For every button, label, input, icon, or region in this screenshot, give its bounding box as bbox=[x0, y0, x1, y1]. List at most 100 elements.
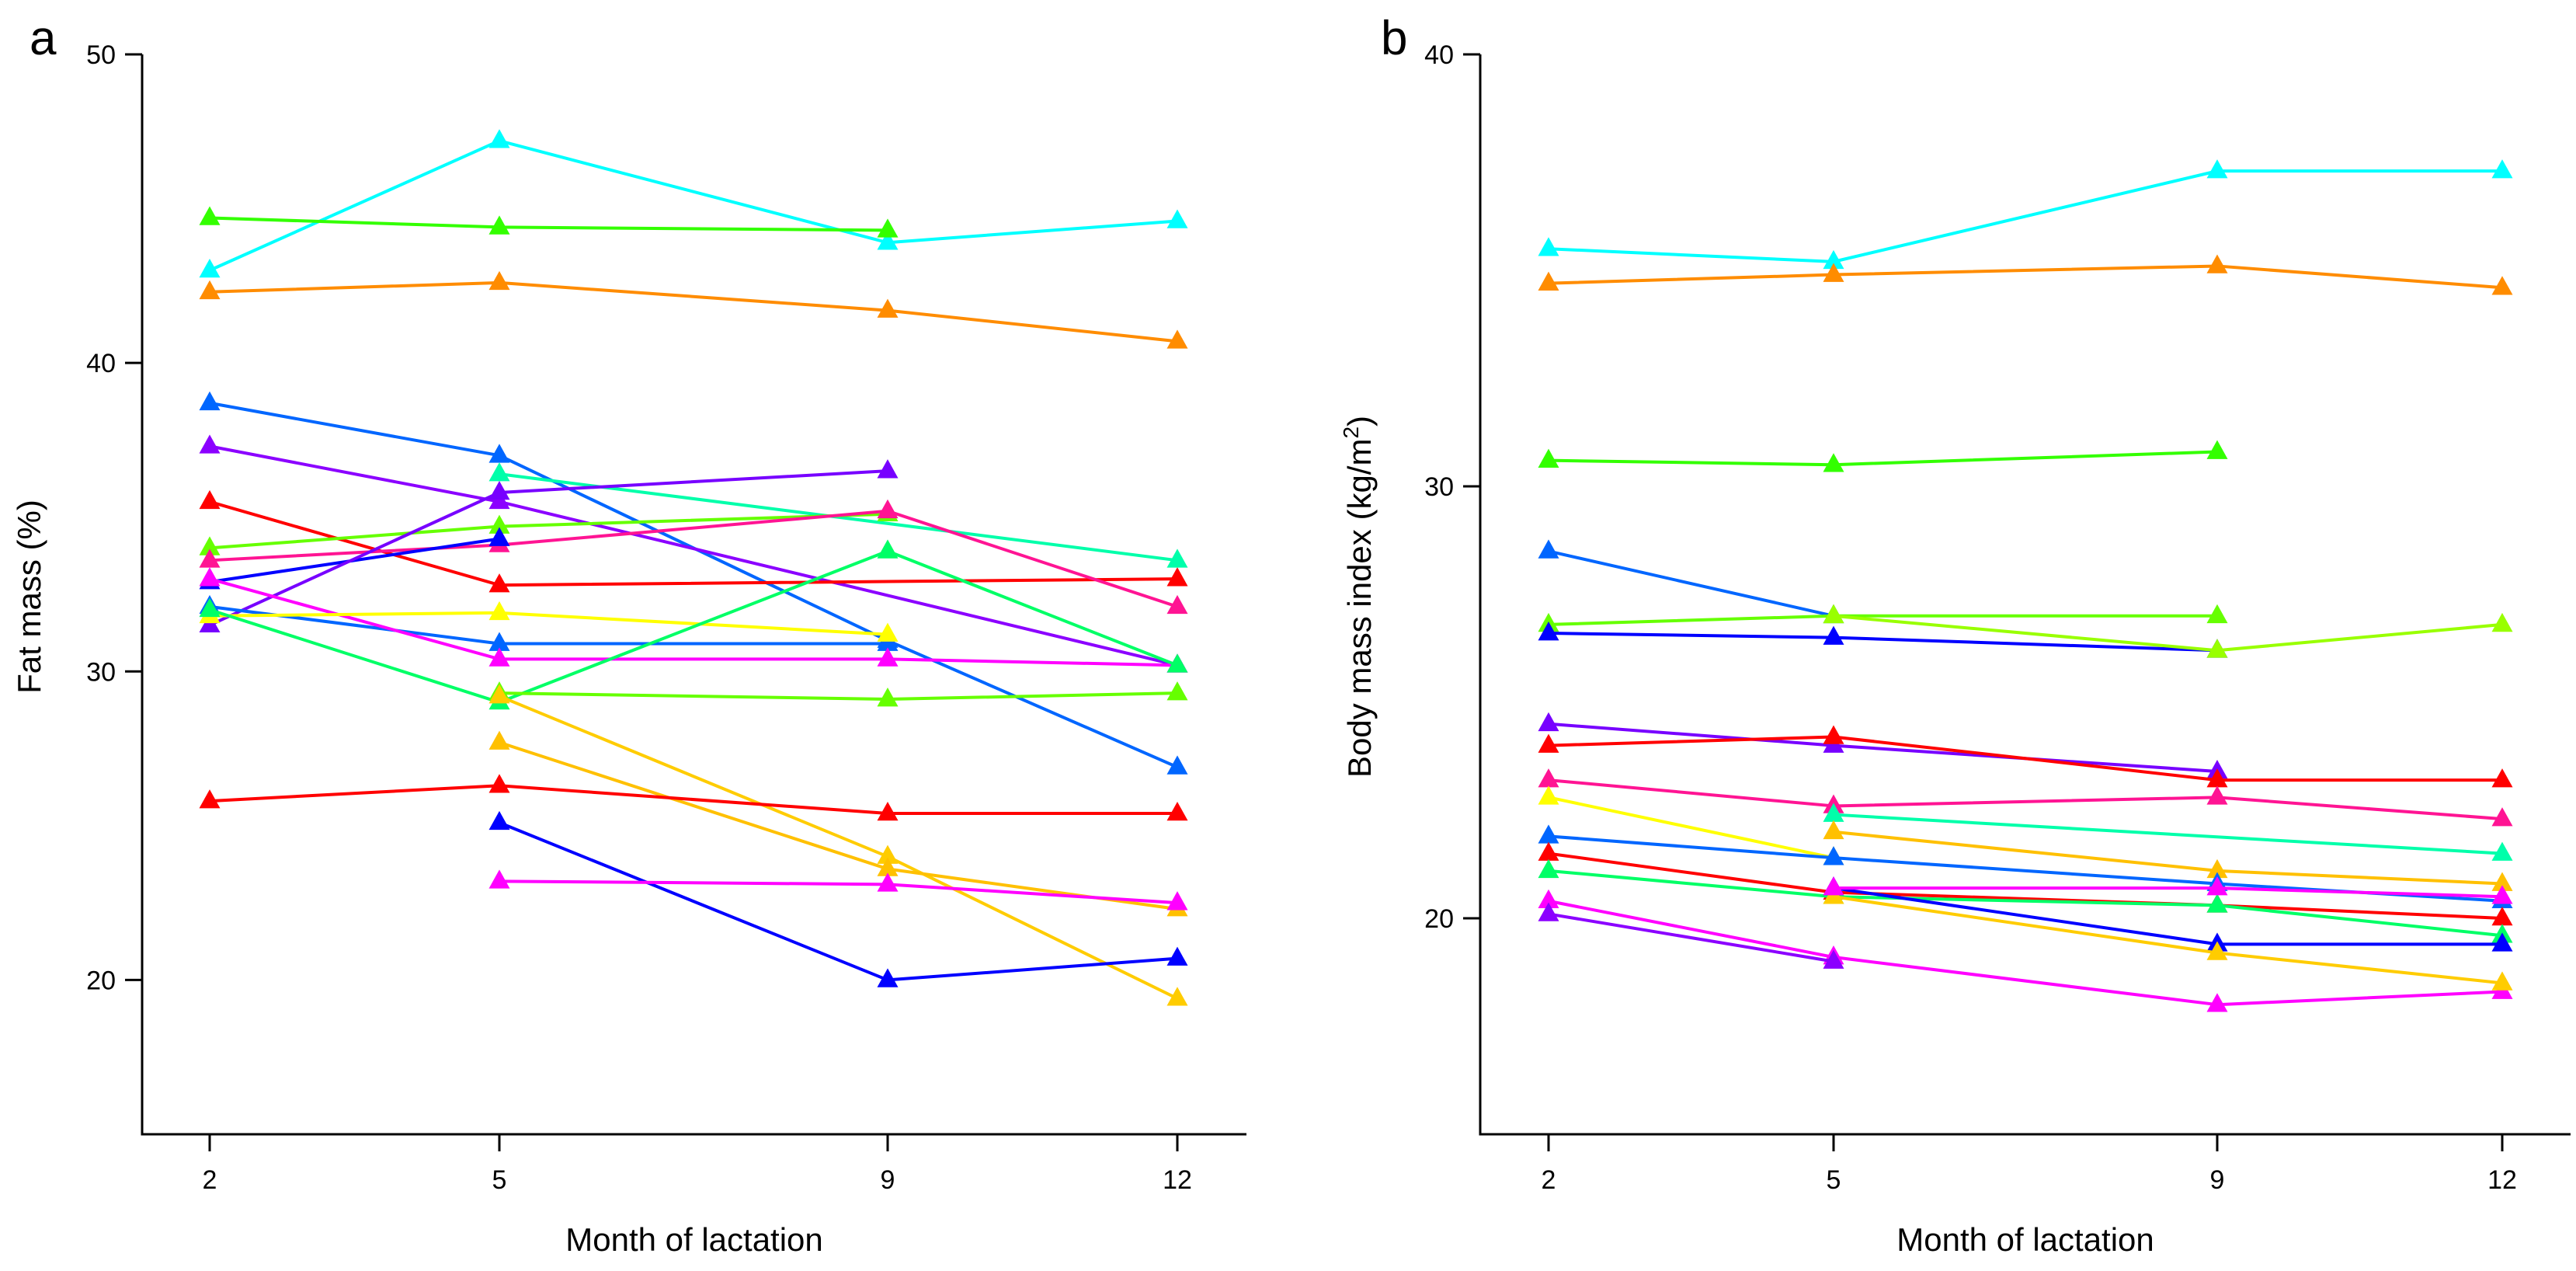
data-point-triangle bbox=[1823, 625, 1844, 645]
data-point-triangle bbox=[877, 218, 899, 238]
series-19 bbox=[199, 774, 1188, 821]
series-18 bbox=[1538, 889, 2513, 1012]
y-tick-label: 50 bbox=[86, 40, 116, 70]
data-point-triangle bbox=[488, 462, 510, 482]
data-point-triangle bbox=[1823, 820, 1844, 840]
data-point-triangle bbox=[1538, 824, 1559, 844]
data-point-triangle bbox=[877, 298, 899, 318]
panel-a-x-ticks: 2 5 9 12 bbox=[203, 1134, 1192, 1195]
panel-b-x-ticks: 2 5 9 12 bbox=[1542, 1134, 2517, 1195]
x-tick-label: 2 bbox=[1542, 1165, 1556, 1195]
data-point-triangle bbox=[2491, 612, 2513, 632]
panel-a-label: a bbox=[30, 12, 57, 65]
series-line bbox=[1548, 169, 2502, 263]
series-line bbox=[1548, 796, 1834, 860]
data-point-triangle bbox=[199, 567, 221, 587]
data-point-triangle bbox=[199, 280, 221, 300]
data-point-triangle bbox=[2491, 971, 2513, 991]
series-line bbox=[209, 444, 1178, 667]
y-tick-label: 30 bbox=[1424, 472, 1454, 502]
x-tick-label: 2 bbox=[203, 1165, 217, 1195]
data-point-triangle bbox=[877, 231, 899, 250]
panel-b-y-axis-title: Body mass index (kg/m2) bbox=[1339, 416, 1378, 778]
data-point-triangle bbox=[2206, 639, 2228, 658]
data-point-triangle bbox=[1538, 712, 1559, 732]
data-point-triangle bbox=[488, 514, 510, 534]
series-line bbox=[209, 611, 888, 636]
data-point-triangle bbox=[877, 872, 899, 892]
panel-b-y-axis-title-superscript: 2 bbox=[1339, 427, 1363, 439]
data-point-triangle bbox=[1538, 785, 1559, 805]
series-line bbox=[1548, 735, 2502, 782]
data-point-triangle bbox=[877, 857, 899, 876]
data-point-triangle bbox=[2491, 841, 2513, 861]
series-line bbox=[1833, 813, 2503, 855]
data-point-triangle bbox=[1538, 271, 1559, 291]
data-point-triangle bbox=[1166, 594, 1188, 615]
data-point-triangle bbox=[2206, 993, 2228, 1012]
data-point-triangle bbox=[877, 539, 899, 559]
series-21 bbox=[488, 869, 1188, 911]
series-2 bbox=[1538, 254, 2513, 295]
series-line bbox=[209, 509, 1178, 608]
data-point-triangle bbox=[488, 480, 510, 500]
data-point-triangle bbox=[199, 259, 221, 278]
data-point-triangle bbox=[2206, 876, 2228, 896]
data-point-triangle bbox=[877, 688, 899, 707]
x-tick-label: 5 bbox=[1827, 1165, 1841, 1195]
series-9 bbox=[199, 499, 1188, 615]
data-point-triangle bbox=[1166, 755, 1188, 775]
data-point-triangle bbox=[2491, 807, 2513, 827]
series-1 bbox=[1538, 159, 2513, 270]
data-point-triangle bbox=[877, 499, 899, 519]
y-tick-label: 20 bbox=[1424, 904, 1454, 934]
data-point-triangle bbox=[2491, 276, 2513, 295]
data-point-triangle bbox=[1166, 987, 1188, 1006]
data-point-triangle bbox=[488, 774, 510, 793]
data-point-triangle bbox=[1538, 889, 1559, 909]
data-point-triangle bbox=[877, 459, 899, 479]
series-19 bbox=[1538, 902, 1844, 969]
data-point-triangle bbox=[2491, 159, 2513, 179]
data-point-triangle bbox=[1538, 733, 1559, 753]
data-point-triangle bbox=[199, 489, 221, 510]
series-line bbox=[1548, 264, 2503, 290]
data-point-triangle bbox=[2206, 604, 2228, 624]
data-point-triangle bbox=[488, 601, 510, 621]
data-point-triangle bbox=[488, 647, 510, 667]
data-point-triangle bbox=[1823, 949, 1844, 969]
data-point-triangle bbox=[488, 527, 510, 546]
series-line bbox=[499, 691, 1178, 702]
series-13 bbox=[199, 567, 1188, 673]
data-point-triangle bbox=[877, 622, 899, 642]
data-point-triangle bbox=[488, 444, 510, 463]
x-tick-label: 5 bbox=[492, 1165, 507, 1195]
series-4 bbox=[1538, 539, 1844, 624]
data-point-triangle bbox=[1166, 548, 1188, 568]
data-point-triangle bbox=[1823, 803, 1844, 822]
panel-b-y-ticks: 20 30 40 bbox=[1424, 40, 1480, 934]
data-point-triangle bbox=[2491, 872, 2513, 891]
data-point-triangle bbox=[488, 632, 510, 651]
series-line bbox=[209, 139, 1178, 272]
series-13 bbox=[1823, 820, 2513, 891]
series-line bbox=[1833, 830, 2503, 886]
series-line bbox=[499, 821, 1178, 982]
data-point-triangle bbox=[877, 968, 899, 987]
series-20 bbox=[1823, 885, 2513, 991]
data-point-triangle bbox=[2206, 159, 2228, 179]
data-point-triangle bbox=[1166, 567, 1188, 587]
data-point-triangle bbox=[2206, 941, 2228, 960]
series-14 bbox=[1538, 824, 2513, 909]
series-6 bbox=[199, 489, 1188, 593]
series-line bbox=[1833, 614, 2503, 653]
data-point-triangle bbox=[877, 844, 899, 864]
series-18 bbox=[488, 730, 1188, 917]
series-20 bbox=[488, 810, 1188, 987]
series-11 bbox=[1538, 785, 1844, 865]
series-21 bbox=[1823, 876, 2513, 904]
data-point-triangle bbox=[2206, 768, 2228, 788]
data-point-triangle bbox=[488, 129, 510, 148]
data-point-triangle bbox=[1823, 725, 1844, 744]
